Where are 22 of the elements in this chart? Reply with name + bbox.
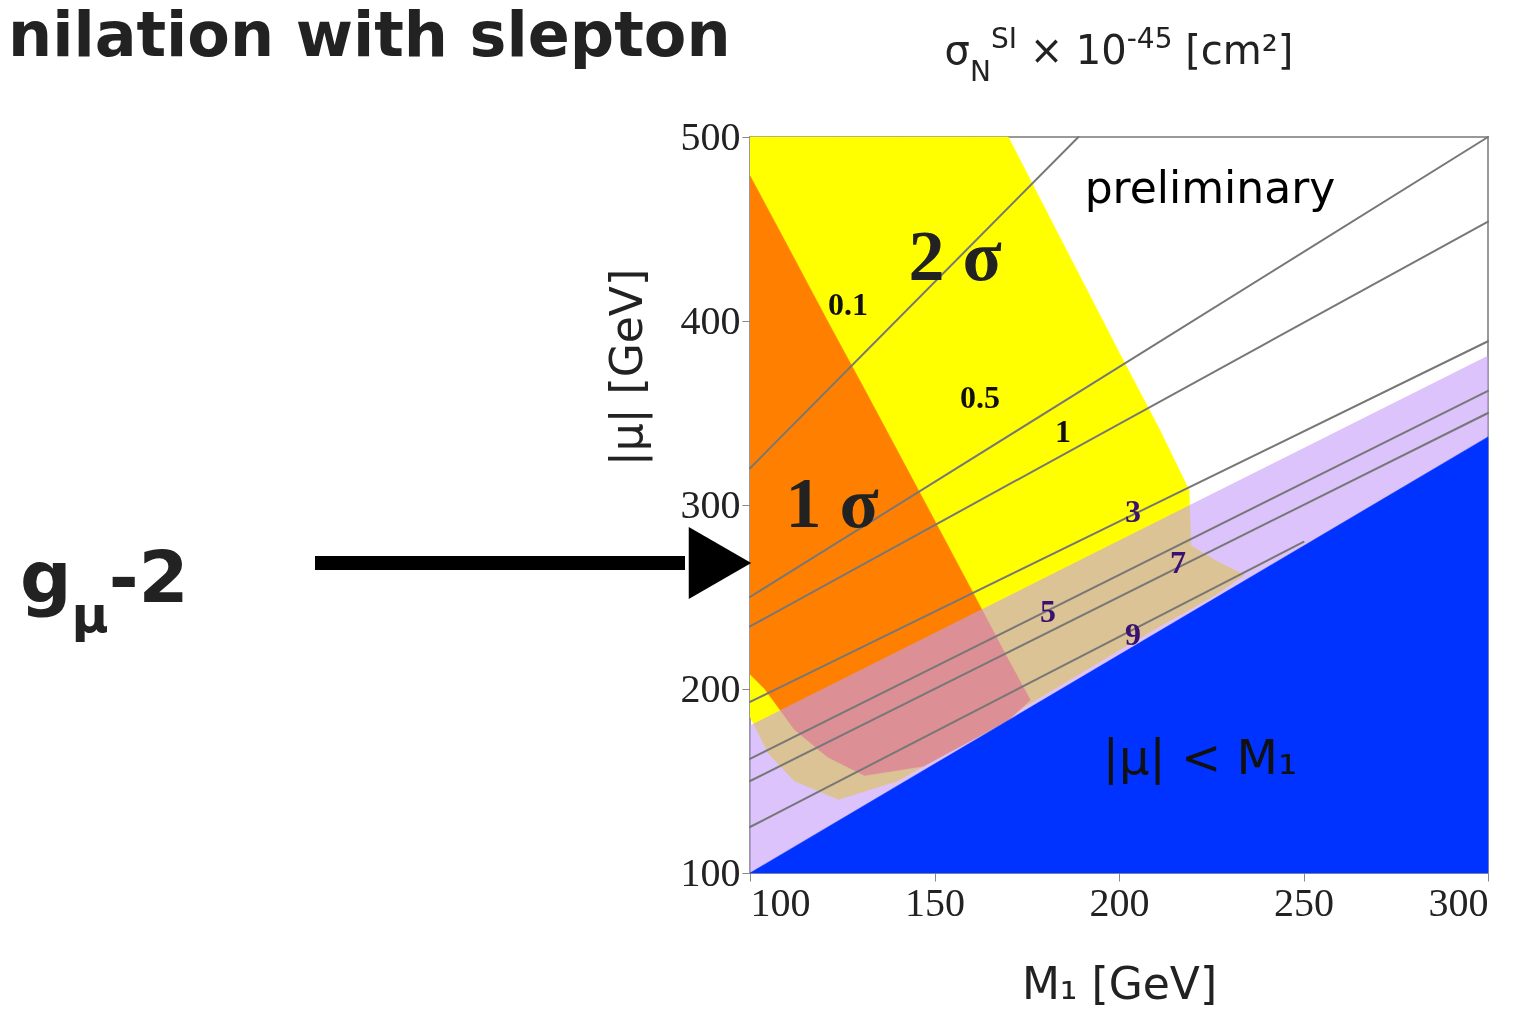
y-tick-label: 400: [680, 297, 741, 343]
y-axis-title: |μ| [GeV]: [600, 268, 653, 467]
y-tick-label: 100: [680, 849, 741, 895]
x-tick-label: 150: [905, 879, 965, 925]
annotation: 1: [1055, 413, 1071, 449]
annotation: |μ| < M₁: [1102, 729, 1298, 785]
y-tick-label: 300: [680, 481, 741, 527]
annotation: 2 σ: [908, 216, 1002, 296]
text: nilation with slepton: [8, 0, 731, 71]
text: g$_{μ}$-2: [20, 535, 189, 644]
annotation: 1 σ: [785, 463, 879, 543]
x-tick-label: 250: [1274, 879, 1334, 925]
annotation: preliminary: [1084, 162, 1336, 213]
x-tick-label: 200: [1089, 879, 1150, 925]
y-tick-label: 500: [680, 113, 741, 159]
x-tick-label: 300: [1428, 879, 1489, 925]
annotation: 0.1: [828, 286, 868, 322]
y-tick-label: 200: [680, 665, 741, 711]
annotation: 0.5: [960, 379, 1000, 415]
x-tick-label: 100: [750, 879, 811, 925]
x-axis-title: M₁ [GeV]: [1021, 957, 1218, 1009]
chart-title: σ$_{N}$$^{SI}$ × 10$^{-45}$ [cm²]: [944, 21, 1294, 88]
